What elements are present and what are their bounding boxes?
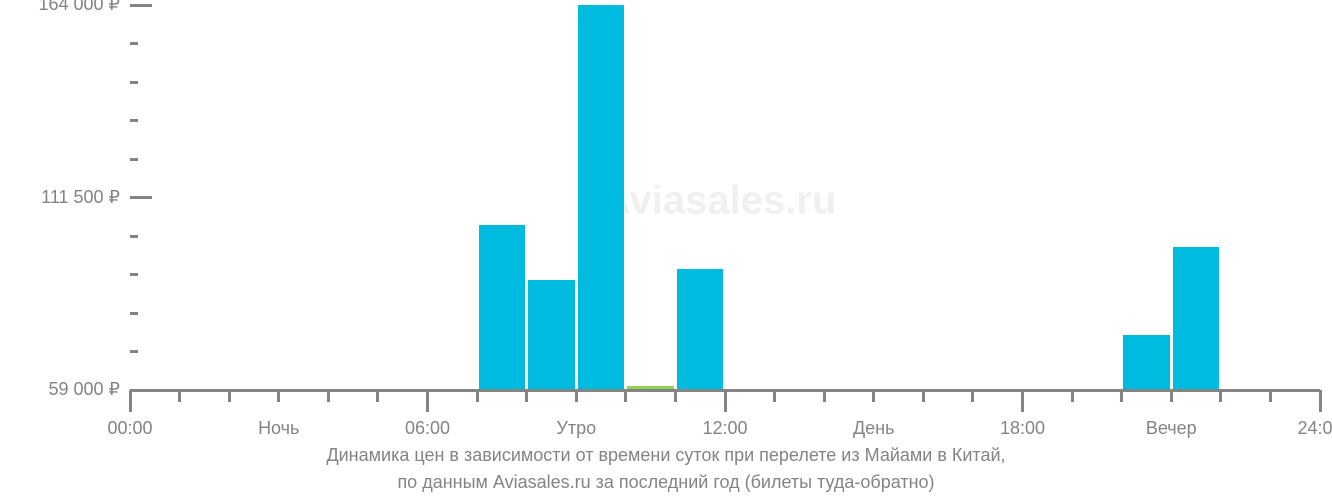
x-axis-tick-major [1319, 390, 1322, 412]
y-axis-tick-minor [130, 273, 138, 276]
chart-caption: Динамика цен в зависимости от времени су… [0, 442, 1332, 496]
x-axis-time-label: 00:00 [107, 418, 152, 439]
x-axis-tick-minor [178, 390, 181, 402]
y-axis-label: 111 500 ₽ [41, 188, 120, 206]
x-axis-tick-minor [773, 390, 776, 402]
y-axis-label: 59 000 ₽ [48, 380, 120, 398]
x-axis-tick-minor [674, 390, 677, 402]
x-axis-tick-major [724, 390, 727, 412]
x-axis-tick-minor [624, 390, 627, 402]
x-axis-period-label: Ночь [258, 418, 299, 439]
x-axis-tick-minor [1219, 390, 1222, 402]
x-axis-period-label: День [853, 418, 895, 439]
x-axis-period-label: Вечер [1146, 418, 1197, 439]
y-axis-label: 164 000 ₽ [38, 0, 120, 13]
x-axis-tick-minor [1269, 390, 1272, 402]
price-bar [479, 225, 526, 390]
y-axis-tick-minor [130, 81, 138, 84]
y-axis-tick-major [130, 196, 152, 199]
caption-line-1: Динамика цен в зависимости от времени су… [0, 442, 1332, 469]
y-axis-tick-major [130, 4, 152, 7]
x-axis-time-label: 12:00 [702, 418, 747, 439]
x-axis-tick-minor [575, 390, 578, 402]
y-axis-tick-minor [130, 158, 138, 161]
x-axis-tick-minor [922, 390, 925, 402]
x-axis-time-label: 18:00 [1000, 418, 1045, 439]
x-axis-tick-minor [277, 390, 280, 402]
x-axis-tick-minor [872, 390, 875, 402]
x-axis-tick-minor [228, 390, 231, 402]
price-bar [578, 5, 625, 390]
y-axis-tick-minor [130, 235, 138, 238]
price-bar [528, 280, 575, 390]
x-axis-tick-minor [971, 390, 974, 402]
x-axis-tick-minor [327, 390, 330, 402]
price-bar [1123, 335, 1170, 390]
price-bar [1173, 247, 1220, 390]
y-axis-tick-minor [130, 350, 138, 353]
x-axis-tick-major [1021, 390, 1024, 412]
x-axis-tick-minor [1071, 390, 1074, 402]
y-axis-tick-minor [130, 312, 138, 315]
x-axis-tick-minor [1170, 390, 1173, 402]
plot-area [130, 5, 1320, 390]
x-axis-tick-minor [525, 390, 528, 402]
y-axis-tick-minor [130, 119, 138, 122]
y-axis-tick-minor [130, 42, 138, 45]
x-axis-tick-major [426, 390, 429, 412]
x-axis-tick-minor [1120, 390, 1123, 402]
y-axis: 164 000 ₽ 111 500 ₽ 59 000 ₽ [0, 0, 120, 395]
x-axis-tick-minor [823, 390, 826, 402]
x-axis-tick-minor [376, 390, 379, 402]
x-axis-tick-minor [476, 390, 479, 402]
x-axis-time-label: 06:00 [405, 418, 450, 439]
caption-line-2: по данным Aviasales.ru за последний год … [0, 469, 1332, 496]
price-by-hour-chart: Aviasales.ru 164 000 ₽111 500 ₽59 000 ₽ … [0, 0, 1332, 502]
x-axis-period-label: Утро [556, 418, 596, 439]
x-axis-tick-major [129, 390, 132, 412]
x-axis-time-label: 24:00 [1297, 418, 1332, 439]
price-bar [677, 269, 724, 390]
